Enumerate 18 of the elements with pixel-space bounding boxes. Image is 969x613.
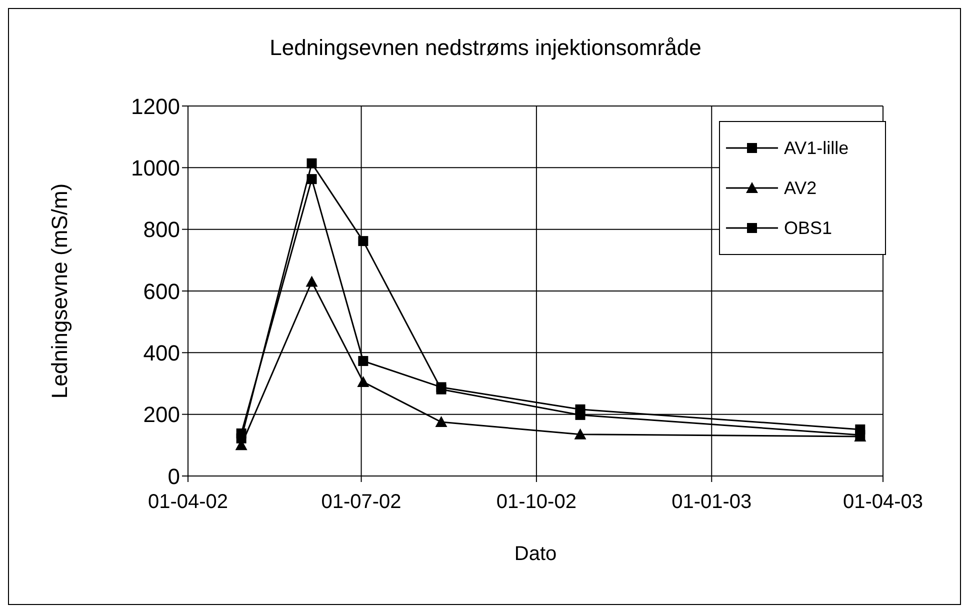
legend-label: AV2	[784, 178, 817, 198]
x-tick-label: 01-01-03	[672, 491, 752, 514]
y-tick-label: 600	[143, 278, 180, 304]
x-tick-label: 01-04-03	[842, 491, 924, 514]
y-tick-label: 1000	[131, 155, 180, 180]
x-tick-label: 01-07-02	[321, 491, 402, 514]
x-tick-label: 01-10-02	[496, 491, 576, 514]
y-tick-label: 800	[143, 217, 180, 242]
legend-label: OBS1	[784, 218, 832, 238]
y-tick-label: 1200	[131, 94, 180, 119]
y-axis-title: Ledningsevne (mS/m)	[46, 183, 72, 399]
y-tick-label: 400	[143, 340, 180, 366]
legend-label: AV1-lille	[784, 138, 849, 158]
x-tick-label: 01-04-02	[148, 491, 228, 514]
x-axis-title: Dato	[514, 543, 557, 565]
y-tick-label: 200	[143, 402, 180, 428]
chart-title: Ledningsevnen nedstrøms injektionsområde	[268, 35, 702, 61]
y-tick-label: 0	[168, 464, 180, 489]
